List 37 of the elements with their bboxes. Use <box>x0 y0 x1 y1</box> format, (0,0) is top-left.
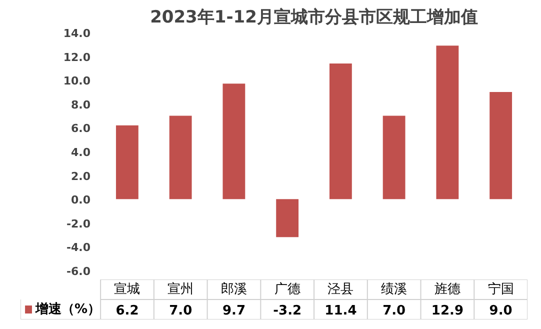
y-tick-label: 6.0 <box>71 122 91 136</box>
x-tick-label: 广德 <box>274 282 300 297</box>
x-tick-label: 宣州 <box>168 281 194 297</box>
bar <box>276 199 299 238</box>
x-tick-label: 郎溪 <box>220 281 247 297</box>
bar <box>436 46 459 200</box>
x-tick-label: 泾县 <box>328 282 354 297</box>
y-tick-label: 4.0 <box>71 146 91 159</box>
data-label: 7.0 <box>169 304 192 318</box>
data-label: 7.0 <box>382 304 406 318</box>
bar <box>490 92 512 200</box>
bar <box>329 63 352 200</box>
x-tick-label: 宣城 <box>114 281 140 297</box>
data-label: 9.7 <box>222 304 246 318</box>
data-label: -3.2 <box>273 304 302 318</box>
bar <box>169 116 192 200</box>
data-label: 6.2 <box>116 304 139 318</box>
y-tick-label: 14.0 <box>63 27 91 40</box>
x-tick-label: 宁国 <box>488 281 514 297</box>
legend-label: 增速（%） <box>34 302 100 317</box>
bar <box>222 84 246 200</box>
y-tick-label: 0.0 <box>71 194 91 207</box>
x-tick-label: 绩溪 <box>381 282 408 297</box>
data-label: 9.0 <box>489 304 512 318</box>
y-tick-label: 2.0 <box>71 170 91 183</box>
y-tick-label: 12.0 <box>63 50 91 64</box>
bar <box>116 125 138 200</box>
x-tick-label: 旌德 <box>434 282 460 297</box>
data-label: 11.4 <box>324 304 357 318</box>
y-tick-label: 8.0 <box>71 98 91 112</box>
y-tick-label: -2.0 <box>66 217 91 230</box>
data-label: 12.9 <box>431 304 464 318</box>
chart-title: 2023年1-12月宣城市分县市区规工增加值 <box>150 8 478 28</box>
y-tick-label: -4.0 <box>66 241 91 254</box>
y-tick-label: 10.0 <box>63 74 91 88</box>
bar <box>382 116 406 200</box>
y-tick-label: -6.0 <box>66 265 91 278</box>
